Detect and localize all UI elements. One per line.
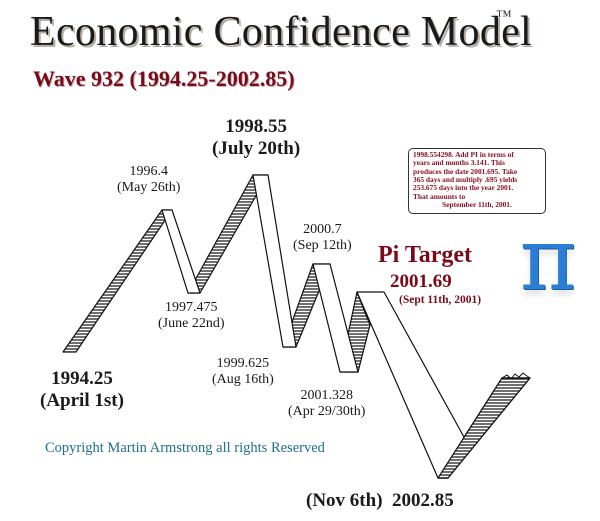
point-value: 1997.475 <box>165 300 218 315</box>
point-date: (July 20th) <box>212 137 301 159</box>
point-2002-85: (Nov 6th) 2002.85 <box>306 490 454 512</box>
note-line: 365 days and multiply .695 yields <box>413 175 518 185</box>
trademark-symbol: ™ <box>496 8 512 25</box>
wave-down-leg <box>161 209 201 294</box>
wave-down-leg <box>356 291 471 479</box>
wave-subtitle: Wave 932 (1994.25-2002.85) <box>33 66 295 91</box>
point-1996-4: 1996.4 (May 26th) <box>117 164 180 196</box>
point-date: (Nov 6th) <box>306 490 383 511</box>
point-value: 2000.7 <box>303 222 342 237</box>
note-line: That amounts to <box>413 191 466 201</box>
wave-down-leg <box>252 174 297 348</box>
point-date: (Apr 29/30th) <box>288 404 366 420</box>
note-line: produces the date 2001.695. Take <box>413 166 518 176</box>
wave-up-leg <box>62 209 173 353</box>
point-2000-7: 2000.7 (Sep 12th) <box>293 222 352 254</box>
page-title: Economic Confidence Model <box>30 9 533 55</box>
note-line: years and months 3.141. This <box>413 158 505 168</box>
copyright-notice: Copyright Martin Armstrong all rights Re… <box>45 440 325 456</box>
wave-down-leg <box>312 263 359 373</box>
note-line: 1998.554298. Add PI in terms of <box>413 150 514 159</box>
pi-icon: π <box>519 210 577 310</box>
note-line: September 11th, 2001. <box>442 200 512 210</box>
point-value: 2002.85 <box>392 490 454 511</box>
point-value: 1996.4 <box>129 164 168 179</box>
point-date: (May 26th) <box>117 180 181 196</box>
point-1998-55: 1998.55 (July 20th) <box>212 116 300 160</box>
pi-target-value: 2001.69 <box>390 271 452 292</box>
pi-explanation-note: 1998.554298. Add PI in terms of years an… <box>408 148 546 214</box>
point-1999-625: 1999.625 (Aug 16th) <box>212 356 274 388</box>
note-line: 253.675 days into the year 2001. <box>413 183 514 193</box>
point-date: (June 22nd) <box>158 316 225 332</box>
point-1997-475: 1997.475 (June 22nd) <box>158 300 225 332</box>
point-date: (Sep 12th) <box>293 238 352 254</box>
point-1994-25: 1994.25 (April 1st) <box>40 368 124 412</box>
point-date: (Aug 16th) <box>212 372 274 388</box>
pi-target-label: Pi Target <box>378 242 472 268</box>
point-value: 1994.25 <box>51 368 113 389</box>
point-value: 2001.328 <box>300 388 353 403</box>
pi-target-date: (Sept 11th, 2001) <box>399 294 482 306</box>
point-date: (April 1st) <box>40 389 124 411</box>
point-2001-328: 2001.328 (Apr 29/30th) <box>288 388 365 420</box>
point-value: 1998.55 <box>225 116 287 137</box>
point-value: 1999.625 <box>216 356 270 371</box>
